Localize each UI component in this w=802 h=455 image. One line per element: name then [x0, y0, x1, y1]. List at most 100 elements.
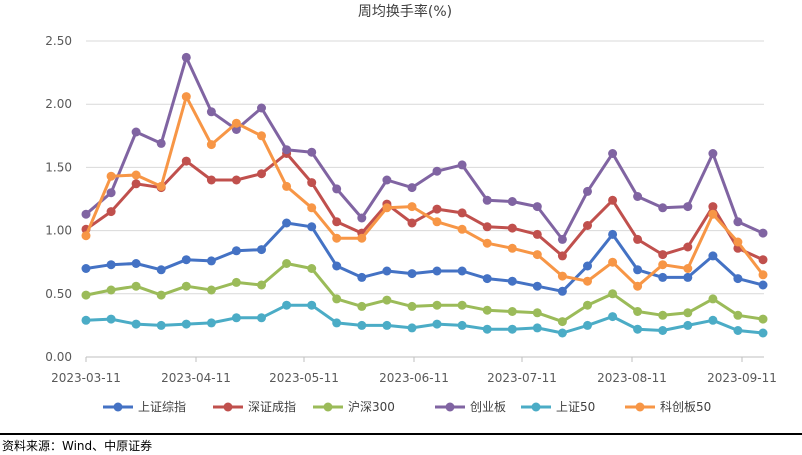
data-point [482, 222, 492, 232]
data-point [257, 169, 266, 179]
data-point [206, 318, 216, 328]
data-point [758, 280, 768, 290]
data-point [557, 234, 567, 244]
data-point [532, 229, 542, 239]
data-point [457, 224, 467, 234]
data-point [658, 250, 668, 260]
data-point [257, 313, 266, 323]
data-point [758, 255, 768, 265]
data-point [332, 261, 342, 271]
data-point [457, 320, 467, 330]
data-point [532, 202, 542, 212]
data-point [156, 138, 166, 148]
data-point [482, 274, 492, 284]
legend: 上证综指 深证成指 沪深300 创业板 上证50 科创板50 [103, 399, 711, 414]
data-point [482, 195, 492, 205]
data-point [557, 328, 567, 338]
data-point [382, 203, 392, 213]
data-point [106, 285, 116, 295]
data-point [156, 320, 166, 330]
data-point [708, 209, 718, 219]
data-point [206, 256, 216, 266]
data-point [282, 181, 292, 191]
x-tick-label: 2023-08-11 [597, 371, 667, 385]
data-point [507, 223, 517, 233]
source-divider [0, 433, 802, 435]
x-tick-label: 2023-03-11 [51, 371, 121, 385]
legend-label: 上证综指 [138, 399, 186, 414]
data-point [307, 203, 317, 213]
data-point [407, 301, 417, 311]
data-point [156, 265, 166, 275]
data-point [507, 307, 517, 316]
data-point [106, 188, 116, 198]
series-line [85, 152, 764, 262]
legend-swatch-marker [113, 402, 123, 412]
data-point [758, 328, 768, 338]
data-point [633, 324, 643, 334]
x-tick-label: 2023-09-11 [707, 371, 777, 385]
data-point [557, 251, 567, 261]
data-point [608, 289, 618, 299]
data-point [332, 233, 342, 243]
legend-swatch-marker [635, 402, 645, 412]
data-point [683, 264, 693, 273]
data-point [482, 305, 492, 315]
series-line [85, 303, 764, 335]
data-point [532, 323, 542, 333]
data-point [432, 204, 442, 214]
data-point [708, 149, 718, 158]
y-tick-label: 0.50 [45, 287, 72, 301]
data-point [357, 272, 367, 282]
x-tick-label: 2023-06-11 [379, 371, 449, 385]
data-point [332, 318, 342, 328]
data-point [231, 125, 241, 134]
data-point [81, 209, 91, 219]
data-point [231, 118, 241, 128]
data-point [307, 300, 317, 310]
data-point [457, 208, 467, 218]
data-point [81, 231, 91, 241]
data-point [507, 197, 517, 206]
data-point [683, 242, 693, 252]
data-point [181, 319, 191, 329]
legend-swatch-marker [323, 402, 333, 412]
data-point [407, 202, 417, 212]
data-point [382, 295, 392, 305]
data-point [733, 310, 743, 320]
data-point [231, 313, 241, 323]
x-tick-label: 2023-05-11 [269, 371, 339, 385]
data-point [557, 271, 567, 281]
data-point [156, 181, 166, 191]
data-point [658, 272, 668, 282]
data-point [733, 217, 743, 227]
data-point [131, 179, 141, 189]
data-point [332, 217, 342, 227]
data-point [507, 276, 517, 286]
plot-area [81, 52, 768, 338]
series-5 [81, 92, 768, 291]
data-point [407, 218, 417, 228]
legend-swatch-marker [531, 402, 541, 412]
data-point [532, 308, 542, 318]
data-point [482, 324, 492, 334]
data-point [407, 183, 417, 193]
data-point [733, 237, 743, 247]
data-point [407, 323, 417, 333]
series-3 [81, 52, 768, 244]
data-point [206, 140, 216, 150]
data-point [683, 202, 693, 212]
data-point [758, 314, 768, 324]
data-point [482, 238, 492, 248]
data-point [583, 261, 592, 271]
data-point [106, 260, 116, 270]
data-point [683, 272, 693, 282]
data-point [733, 274, 743, 284]
data-point [357, 213, 367, 223]
data-point [583, 186, 592, 196]
data-point [357, 233, 367, 243]
data-point [608, 195, 618, 205]
data-point [282, 218, 292, 228]
data-point [382, 320, 392, 330]
data-point [282, 259, 292, 268]
